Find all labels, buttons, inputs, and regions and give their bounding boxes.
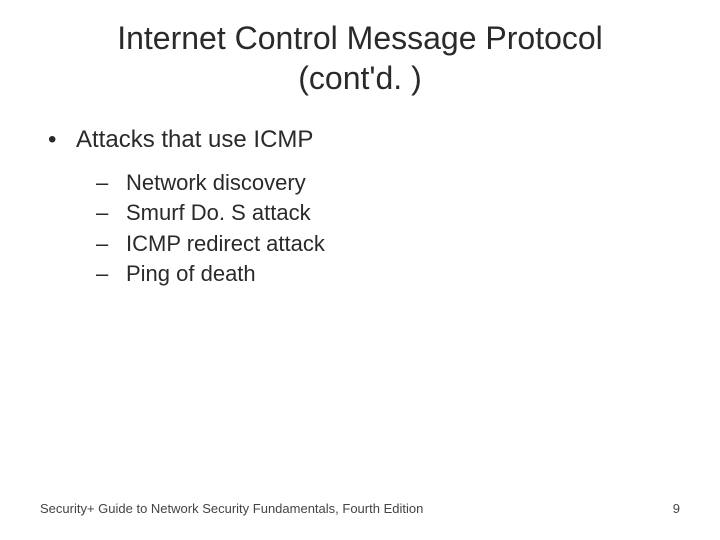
sub-bullet-list: – Network discovery – Smurf Do. S attack…	[96, 168, 680, 289]
sub-bullet-text: ICMP redirect attack	[126, 229, 325, 259]
dash-marker: –	[96, 168, 126, 198]
bullet-level-2: – Ping of death	[96, 259, 680, 289]
bullet-text: Attacks that use ICMP	[76, 126, 313, 154]
slide-footer: Security+ Guide to Network Security Fund…	[40, 501, 680, 516]
bullet-level-2: – Network discovery	[96, 168, 680, 198]
title-line-1: Internet Control Message Protocol	[117, 20, 603, 56]
bullet-marker: •	[48, 126, 76, 154]
sub-bullet-text: Ping of death	[126, 259, 256, 289]
slide: Internet Control Message Protocol (cont'…	[0, 0, 720, 540]
footer-source: Security+ Guide to Network Security Fund…	[40, 501, 423, 516]
dash-marker: –	[96, 198, 126, 228]
dash-marker: –	[96, 229, 126, 259]
slide-title: Internet Control Message Protocol (cont'…	[40, 18, 680, 98]
sub-bullet-text: Network discovery	[126, 168, 306, 198]
title-line-2: (cont'd. )	[298, 60, 421, 96]
bullet-level-2: – ICMP redirect attack	[96, 229, 680, 259]
dash-marker: –	[96, 259, 126, 289]
page-number: 9	[673, 501, 680, 516]
bullet-level-1: • Attacks that use ICMP	[48, 126, 680, 154]
bullet-level-2: – Smurf Do. S attack	[96, 198, 680, 228]
sub-bullet-text: Smurf Do. S attack	[126, 198, 311, 228]
